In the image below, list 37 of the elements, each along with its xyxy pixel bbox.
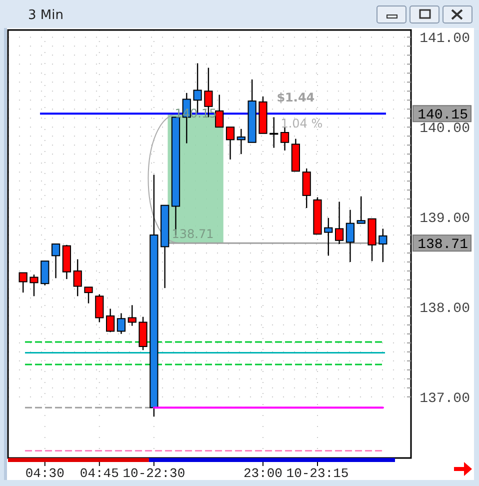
x-tick-label: 04:30 bbox=[25, 466, 64, 481]
candlestick bbox=[378, 228, 388, 263]
candlestick bbox=[40, 260, 50, 286]
ref-line-label: 138.71 bbox=[418, 237, 468, 254]
y-tick-label: 137.00 bbox=[420, 390, 470, 407]
candlestick bbox=[215, 94, 224, 128]
candlestick bbox=[128, 304, 136, 326]
candlestick bbox=[84, 286, 93, 304]
candlestick bbox=[95, 294, 104, 323]
annotation: 140.15 bbox=[174, 106, 217, 121]
ref-line-label: 140.15 bbox=[418, 108, 468, 124]
chart-title: 3 Min bbox=[28, 8, 64, 23]
candlestick bbox=[73, 258, 82, 297]
candlestick bbox=[51, 243, 60, 279]
candlestick bbox=[18, 272, 28, 294]
x-tick-label: 10-23:15 bbox=[286, 466, 349, 481]
candlestick bbox=[356, 196, 366, 224]
annotation: 138.71 bbox=[172, 227, 214, 242]
candlestick bbox=[30, 274, 38, 297]
candlestick bbox=[226, 126, 235, 160]
candlestick bbox=[346, 209, 355, 263]
candlestick bbox=[280, 126, 290, 152]
x-tick-label: 23:00 bbox=[243, 466, 282, 481]
candlestick bbox=[324, 217, 333, 256]
y-tick-label: 141.00 bbox=[420, 31, 470, 48]
annotation: 1.04 % bbox=[280, 116, 323, 131]
y-tick-label: 139.00 bbox=[420, 211, 470, 228]
candlestick bbox=[334, 201, 344, 245]
annotation: $1.44 bbox=[276, 90, 315, 104]
y-tick-label: 138.00 bbox=[420, 300, 470, 317]
candlestick bbox=[116, 312, 126, 335]
x-tick-label: 04:45 bbox=[80, 466, 119, 481]
candlestick bbox=[236, 128, 246, 155]
y-tick-label: 140.00 bbox=[420, 121, 470, 138]
candlestick bbox=[106, 308, 115, 333]
candlestick bbox=[302, 168, 311, 209]
x-tick-label: 10-22:30 bbox=[122, 466, 186, 481]
